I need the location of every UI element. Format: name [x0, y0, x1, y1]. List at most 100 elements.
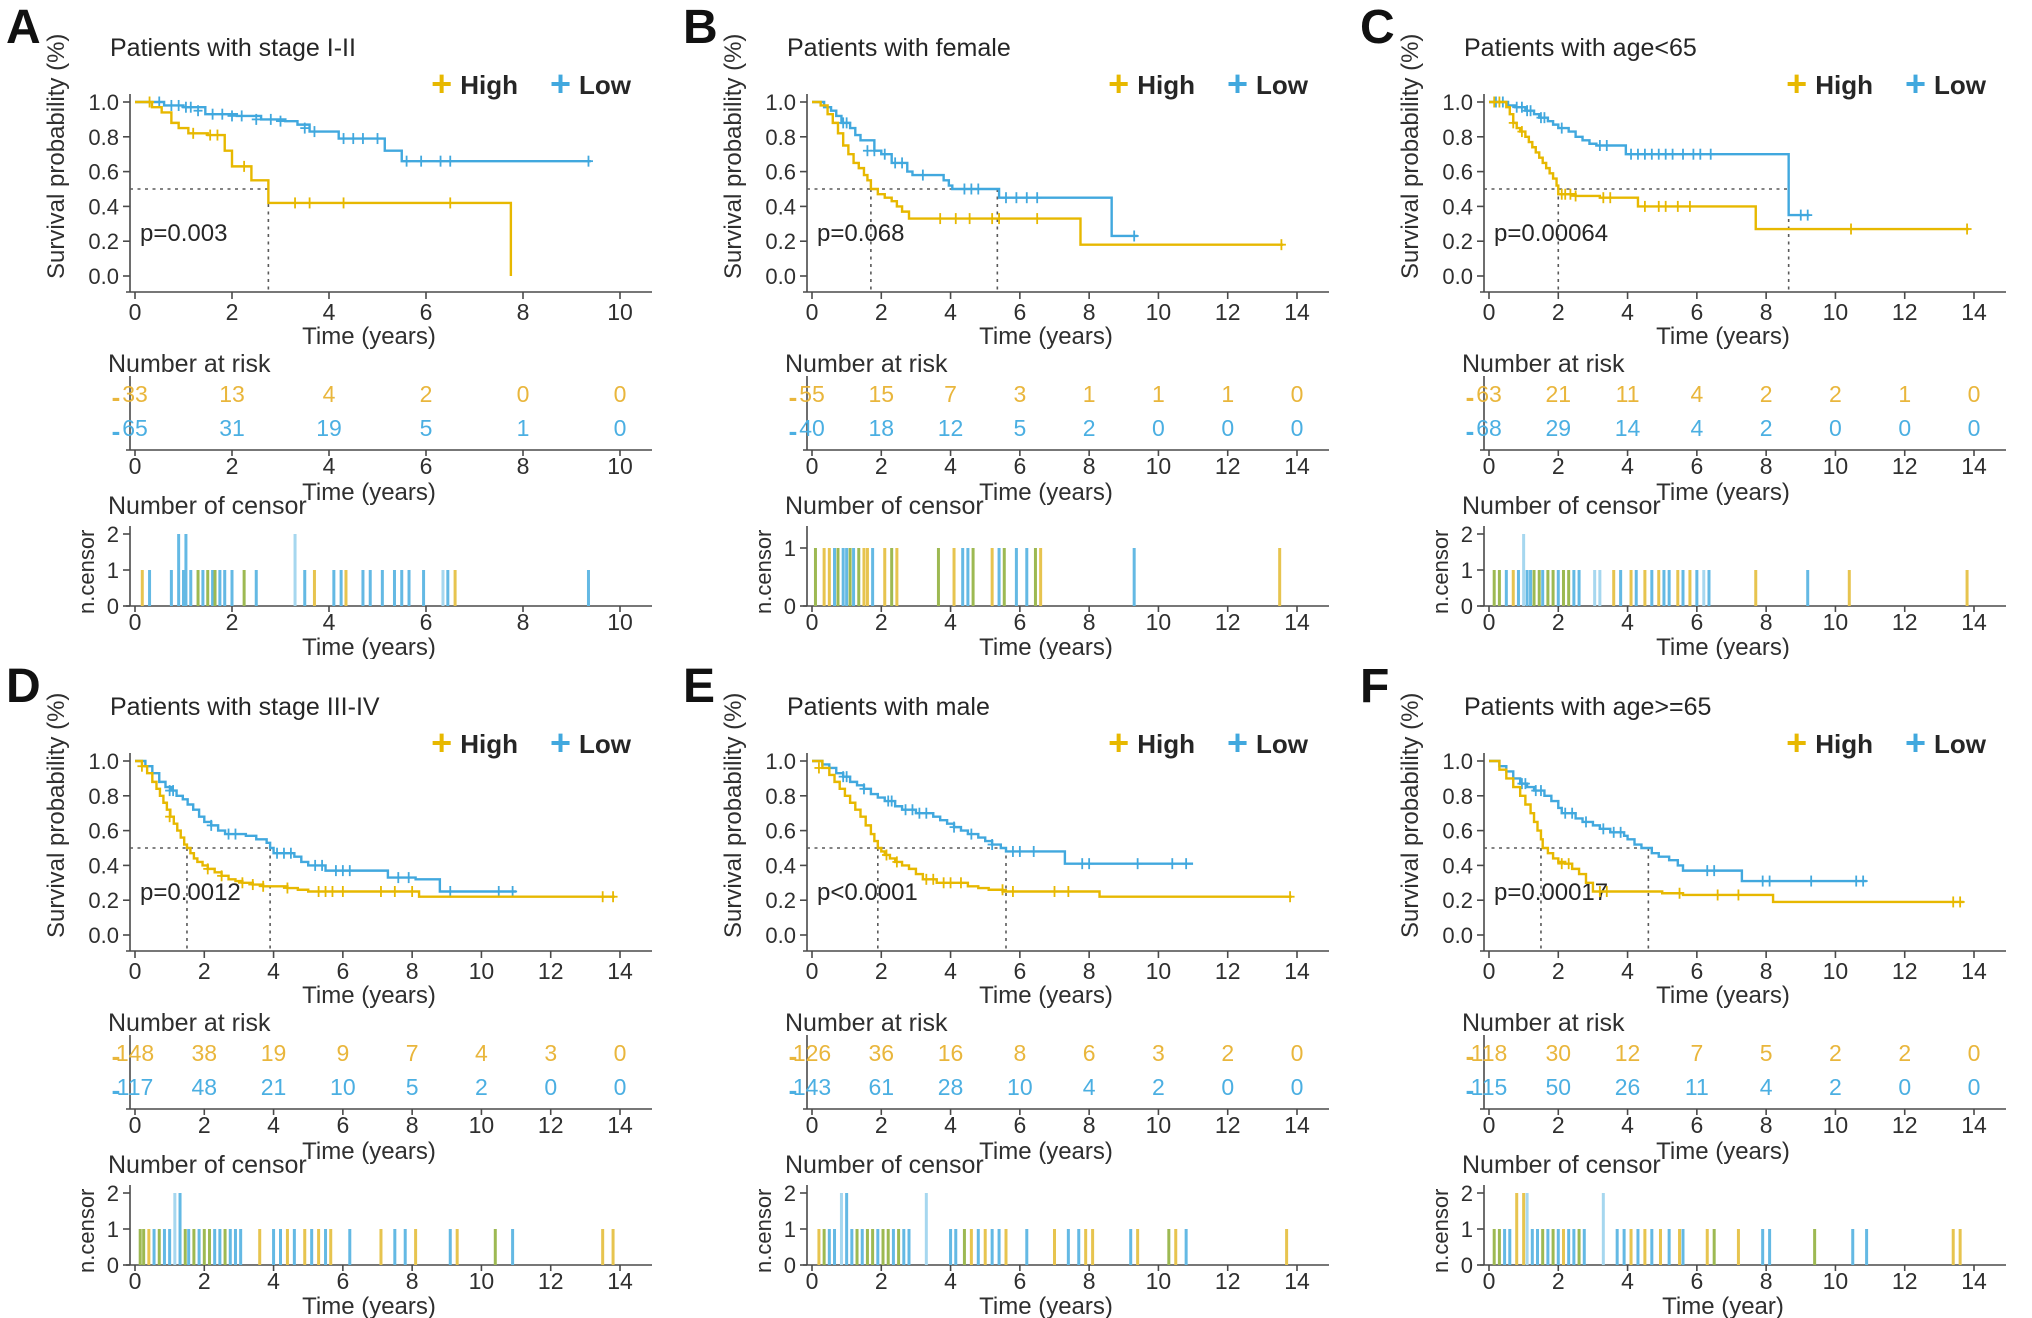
svg-text:2: 2	[1829, 381, 1842, 407]
svg-text:1.0: 1.0	[765, 90, 796, 115]
censor-bar	[448, 1229, 452, 1265]
censor-bar	[400, 570, 404, 606]
svg-text:0: 0	[544, 1074, 557, 1100]
high-curve	[135, 759, 615, 898]
censor-bar	[1650, 570, 1654, 606]
svg-text:0: 0	[806, 1268, 819, 1294]
svg-text:Number at risk: Number at risk	[1462, 350, 1625, 378]
censor-bar	[202, 1229, 206, 1265]
censor-bar	[218, 570, 222, 606]
censor-bar	[1688, 570, 1692, 606]
censor-bar	[1541, 1229, 1545, 1265]
svg-text:-: -	[1466, 382, 1475, 412]
censor-bar	[239, 1229, 243, 1265]
svg-text:2: 2	[1760, 415, 1773, 441]
svg-text:7: 7	[944, 381, 957, 407]
svg-text:Number of censor: Number of censor	[1462, 1151, 1661, 1179]
censor-bar	[1577, 1229, 1581, 1265]
censor-bar	[1567, 1229, 1571, 1265]
low-curve	[135, 100, 591, 163]
svg-text:0: 0	[1483, 958, 1496, 984]
svg-text:2: 2	[875, 1112, 888, 1138]
censor-bar	[822, 1229, 826, 1265]
svg-text:Time (years): Time (years)	[979, 634, 1113, 659]
svg-text:5: 5	[406, 1074, 419, 1100]
censor-bar	[827, 1229, 831, 1265]
panel-letter: E	[683, 660, 716, 713]
survival-axis-labels: 0.0 0.2 0.4 0.6 0.8 1.0 0 2 4 6 8 10 12 14 Time (years…	[43, 693, 633, 1009]
censor-bar	[990, 1229, 994, 1265]
svg-text:33: 33	[122, 381, 148, 407]
svg-text:14: 14	[1284, 1268, 1310, 1294]
censor-bar	[1612, 570, 1616, 606]
censor-bar	[954, 1229, 958, 1265]
censor-bars	[1492, 534, 1969, 606]
censor-bar	[1039, 548, 1043, 606]
svg-text:5: 5	[420, 415, 433, 441]
panel-b: B Patients with female + High + Low p=0.06…	[677, 0, 1354, 659]
censor-bar	[1593, 570, 1597, 606]
censor-bars	[817, 1193, 1289, 1265]
svg-text:8: 8	[517, 609, 530, 635]
survival-axes	[800, 753, 1329, 958]
svg-text:8: 8	[1760, 958, 1773, 984]
svg-text:1: 1	[1083, 381, 1096, 407]
svg-text:0.2: 0.2	[765, 888, 796, 913]
svg-text:1: 1	[784, 1217, 796, 1242]
censor-bar	[1504, 570, 1508, 606]
svg-text:0: 0	[1483, 1268, 1496, 1294]
censor-bar	[850, 1229, 854, 1265]
censor-bar	[1503, 1229, 1507, 1265]
svg-text:Time (years): Time (years)	[302, 1138, 436, 1165]
censor-bar	[1002, 548, 1006, 606]
svg-text:0: 0	[806, 299, 819, 325]
svg-text:4: 4	[1621, 299, 1634, 325]
svg-text:14: 14	[1961, 609, 1987, 635]
svg-text:10: 10	[1823, 1268, 1849, 1294]
svg-text:2: 2	[875, 609, 888, 635]
svg-text:0.0: 0.0	[88, 923, 119, 948]
svg-text:2: 2	[198, 958, 211, 984]
svg-text:Time (years): Time (years)	[302, 634, 436, 659]
median-lines	[1484, 188, 1790, 290]
svg-text:0.4: 0.4	[1442, 853, 1473, 878]
p-value: p=0.068	[817, 220, 905, 247]
censor-bar	[223, 570, 227, 606]
legend: + High + Low	[1108, 724, 1308, 760]
panel-title: Patients with age>=65	[1464, 693, 1712, 721]
panel-c: C Patients with age<65 + High + Low p=0.00…	[1354, 0, 2032, 659]
svg-text:12: 12	[1892, 1112, 1918, 1138]
censor-bar	[1572, 570, 1576, 606]
censor-bar	[196, 570, 200, 606]
svg-text:21: 21	[261, 1074, 287, 1100]
censor-bar	[848, 548, 852, 606]
svg-text:Time (years): Time (years)	[979, 479, 1113, 506]
censor-bar	[207, 1229, 211, 1265]
censor-bar	[293, 534, 297, 606]
high-marker-icon: +	[431, 62, 453, 104]
low-marker-icon: +	[549, 721, 571, 763]
svg-text:8: 8	[1083, 958, 1096, 984]
svg-text:0.6: 0.6	[88, 160, 119, 185]
svg-text:6: 6	[336, 1268, 349, 1294]
svg-text:126: 126	[793, 1040, 831, 1066]
low-curve-censor-marks	[154, 96, 593, 167]
high-curve-censor-marks	[1489, 96, 1972, 235]
svg-text:68: 68	[1476, 415, 1502, 441]
svg-text:14: 14	[1284, 299, 1310, 325]
censor-bar	[1129, 1229, 1133, 1265]
svg-text:6: 6	[1013, 453, 1026, 479]
svg-text:Number of censor: Number of censor	[108, 1151, 307, 1179]
censor-bar	[839, 1193, 843, 1265]
censor-bar	[1508, 1229, 1512, 1265]
censor-bar	[1529, 570, 1533, 606]
censor-bar	[1695, 570, 1699, 606]
svg-text:Number at risk: Number at risk	[1462, 1009, 1625, 1037]
svg-text:14: 14	[1284, 453, 1310, 479]
svg-text:4: 4	[1621, 609, 1634, 635]
